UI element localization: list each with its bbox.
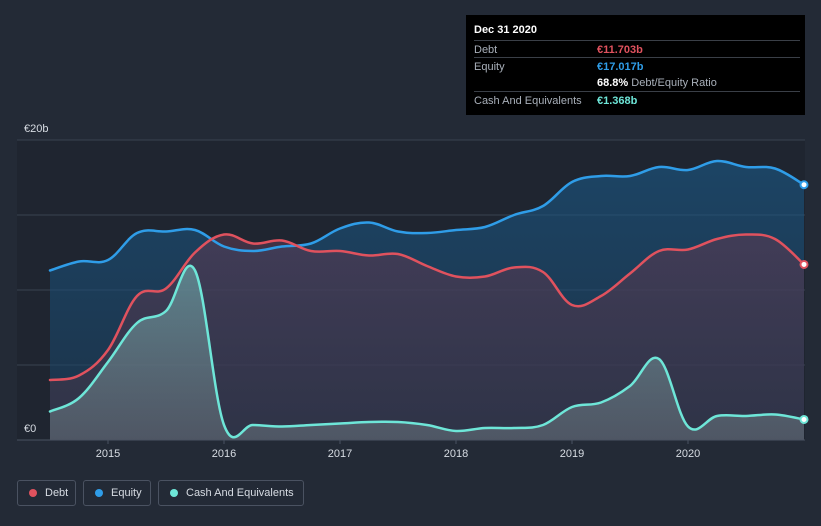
cash-end-marker — [799, 414, 809, 424]
tooltip-row-ratio: 68.8% Debt/Equity Ratio — [474, 74, 800, 91]
y-tick-labels: €0 €20b — [24, 123, 48, 435]
tooltip-row-equity: Equity €17.017b — [474, 57, 800, 75]
x-tick-label: 2018 — [444, 448, 468, 460]
y-tick-label: €0 — [24, 423, 36, 435]
tooltip-ratio-label: Debt/Equity Ratio — [631, 77, 717, 89]
series-lines — [48, 159, 806, 439]
tooltip-ratio-value: 68.8% Debt/Equity Ratio — [597, 77, 717, 89]
equity-end-marker — [799, 180, 809, 190]
cash-line — [48, 264, 806, 439]
x-tick-label: 2017 — [328, 448, 352, 460]
x-tick-label: 2019 — [560, 448, 584, 460]
debt-end-marker — [799, 259, 809, 269]
tooltip-debt-label: Debt — [474, 44, 498, 56]
x-tick-label: 2015 — [96, 448, 120, 460]
data-tooltip: Dec 31 2020 Debt €11.703b Equity €17.017… — [466, 15, 805, 115]
tooltip-equity-label: Equity — [474, 61, 505, 73]
tooltip-cash-value: €1.368b — [597, 95, 638, 107]
end-markers — [799, 180, 809, 424]
legend-debt-label: Debt — [45, 487, 69, 499]
tooltip-date: Dec 31 2020 — [474, 24, 537, 36]
y-tick-label: €20b — [24, 123, 48, 135]
equity-legend-dot-icon — [95, 489, 103, 497]
x-tick-label: 2020 — [676, 448, 700, 460]
x-tick-label: 2016 — [212, 448, 236, 460]
legend-item-cash[interactable]: Cash And Equivalents — [158, 480, 304, 506]
legend-equity-label: Equity — [111, 487, 142, 499]
legend-item-equity[interactable]: Equity — [83, 480, 151, 506]
tooltip-cash-label: Cash And Equivalents — [474, 95, 582, 107]
tooltip-row-cash: Cash And Equivalents €1.368b — [474, 91, 800, 109]
legend-item-debt[interactable]: Debt — [17, 480, 76, 506]
tooltip-equity-value: €17.017b — [597, 61, 644, 73]
equity-line — [48, 159, 806, 272]
tooltip-row-debt: Debt €11.703b — [474, 40, 800, 58]
tooltip-debt-value: €11.703b — [597, 44, 643, 56]
legend-cash-label: Cash And Equivalents — [186, 487, 294, 499]
tooltip-ratio-percent: 68.8% — [597, 77, 629, 89]
debt-legend-dot-icon — [29, 489, 37, 497]
debt-line — [48, 233, 806, 382]
x-tick-labels: 2015 2016 2017 2018 2019 2020 — [96, 440, 700, 460]
cash-legend-dot-icon — [170, 489, 178, 497]
